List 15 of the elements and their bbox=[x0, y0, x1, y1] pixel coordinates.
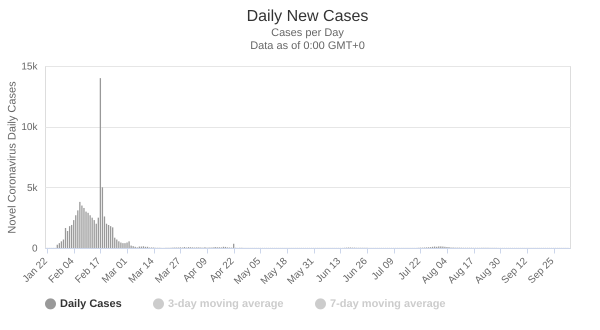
x-tick-label: Apr 09 bbox=[181, 256, 210, 284]
x-tick-label: Jul 09 bbox=[370, 256, 397, 283]
legend-label: Daily Cases bbox=[60, 298, 122, 310]
chart-title: Daily New Cases bbox=[246, 8, 368, 25]
x-tick-label: Jun 26 bbox=[340, 256, 370, 285]
y-tick-label: 10k bbox=[21, 122, 38, 134]
x-tick-label: Mar 27 bbox=[153, 256, 184, 286]
x-tick-label: Jun 13 bbox=[314, 256, 344, 285]
x-tick-label: Sep 25 bbox=[526, 256, 557, 286]
y-tick-label: 5k bbox=[26, 182, 38, 194]
y-tick-label: 0 bbox=[32, 244, 38, 254]
y-tick-label: 15k bbox=[21, 62, 38, 72]
chart-subtitle: Cases per Day Data as of 0:00 GMT+0 bbox=[250, 27, 365, 52]
y-axis-title: Novel Coronavirus Daily Cases bbox=[6, 80, 18, 234]
x-tick-label: May 31 bbox=[286, 256, 317, 287]
